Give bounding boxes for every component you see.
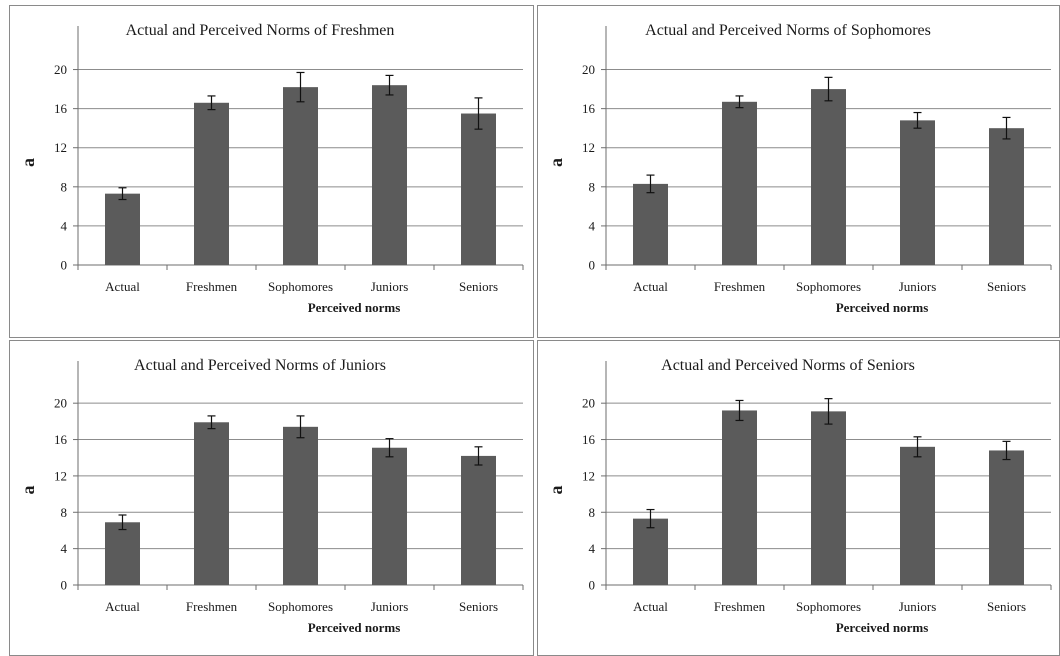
- bar: [194, 422, 229, 585]
- x-category-label: Seniors: [987, 279, 1026, 294]
- y-tick-label: 0: [589, 578, 596, 593]
- y-tick-label: 4: [589, 541, 596, 556]
- x-category-label: Juniors: [899, 279, 937, 294]
- x-category-label: Juniors: [371, 599, 409, 614]
- y-axis-label: a: [546, 486, 566, 495]
- bar: [633, 518, 668, 585]
- bar: [105, 522, 140, 585]
- bar: [989, 450, 1024, 585]
- x-category-label: Freshmen: [714, 279, 766, 294]
- x-category-label: Actual: [105, 279, 140, 294]
- chart-title: Actual and Perceived Norms of Seniors: [661, 357, 915, 374]
- chart-title: Actual and Perceived Norms of Juniors: [134, 357, 386, 374]
- y-tick-label: 4: [61, 218, 68, 233]
- x-category-label: Sophomores: [796, 279, 861, 294]
- y-axis-label: a: [18, 158, 38, 167]
- x-category-label: Sophomores: [268, 599, 333, 614]
- bar: [900, 120, 935, 265]
- bar: [372, 85, 407, 265]
- y-tick-label: 12: [582, 468, 595, 483]
- bar: [194, 102, 229, 265]
- y-tick-label: 16: [582, 101, 596, 116]
- bar: [722, 410, 757, 585]
- chart-svg: Actual and Perceived Norms of Juniors 0 4 8…: [18, 357, 524, 635]
- bar: [283, 87, 318, 266]
- y-tick-label: 12: [54, 140, 67, 155]
- y-tick-label: 12: [582, 140, 595, 155]
- x-category-label: Actual: [633, 599, 668, 614]
- chart-panel-sophomores: Actual and Perceived Norms of Sophomores…: [537, 5, 1060, 338]
- x-category-label: Actual: [633, 279, 668, 294]
- chart-svg: Actual and Perceived Norms of Sophomores…: [546, 22, 1052, 315]
- y-axis-label: a: [18, 486, 38, 495]
- y-tick-label: 20: [582, 396, 595, 411]
- chart-svg: Actual and Perceived Norms of Freshmen 0 4…: [18, 22, 524, 315]
- y-tick-label: 8: [589, 505, 596, 520]
- x-category-label: Seniors: [987, 599, 1026, 614]
- x-category-label: Freshmen: [186, 279, 238, 294]
- chart-title: Actual and Perceived Norms of Freshmen: [126, 22, 395, 39]
- bar: [811, 89, 846, 265]
- y-axis-label: a: [546, 158, 566, 167]
- bar: [461, 113, 496, 265]
- bar: [989, 128, 1024, 265]
- y-tick-label: 16: [54, 101, 68, 116]
- y-tick-label: 20: [54, 62, 67, 77]
- bar: [722, 101, 757, 265]
- y-tick-label: 16: [582, 432, 596, 447]
- y-tick-label: 20: [54, 396, 67, 411]
- chart-panel-freshmen: Actual and Perceived Norms of Freshmen 0 4…: [9, 5, 534, 338]
- bar: [105, 193, 140, 265]
- x-category-label: Juniors: [371, 279, 409, 294]
- x-category-label: Actual: [105, 599, 140, 614]
- bar: [633, 183, 668, 265]
- y-tick-label: 12: [54, 468, 67, 483]
- x-category-label: Sophomores: [796, 599, 861, 614]
- y-tick-label: 0: [589, 258, 596, 273]
- chart-panel-seniors: Actual and Perceived Norms of Seniors 0 4 8…: [537, 340, 1060, 656]
- x-axis-label: Perceived norms: [308, 620, 401, 635]
- x-category-label: Sophomores: [268, 279, 333, 294]
- y-tick-label: 4: [589, 218, 596, 233]
- chart-panel-juniors: Actual and Perceived Norms of Juniors 0 4 8…: [9, 340, 534, 656]
- chart-title: Actual and Perceived Norms of Sophomores: [645, 22, 931, 39]
- x-category-label: Seniors: [459, 599, 498, 614]
- x-axis-label: Perceived norms: [836, 300, 929, 315]
- x-axis-label: Perceived norms: [308, 300, 401, 315]
- x-category-label: Seniors: [459, 279, 498, 294]
- y-tick-label: 8: [589, 179, 596, 194]
- y-tick-label: 0: [61, 578, 68, 593]
- x-category-label: Freshmen: [714, 599, 766, 614]
- bar: [811, 411, 846, 585]
- chart-svg: Actual and Perceived Norms of Seniors 0 4 8…: [546, 357, 1052, 635]
- y-tick-label: 8: [61, 179, 68, 194]
- x-axis-label: Perceived norms: [836, 620, 929, 635]
- y-tick-label: 16: [54, 432, 68, 447]
- bar: [900, 446, 935, 585]
- x-category-label: Juniors: [899, 599, 937, 614]
- y-tick-label: 20: [582, 62, 595, 77]
- bar: [372, 447, 407, 585]
- y-tick-label: 0: [61, 258, 68, 273]
- y-tick-label: 4: [61, 541, 68, 556]
- bar: [283, 426, 318, 585]
- x-category-label: Freshmen: [186, 599, 238, 614]
- bar: [461, 455, 496, 585]
- y-tick-label: 8: [61, 505, 68, 520]
